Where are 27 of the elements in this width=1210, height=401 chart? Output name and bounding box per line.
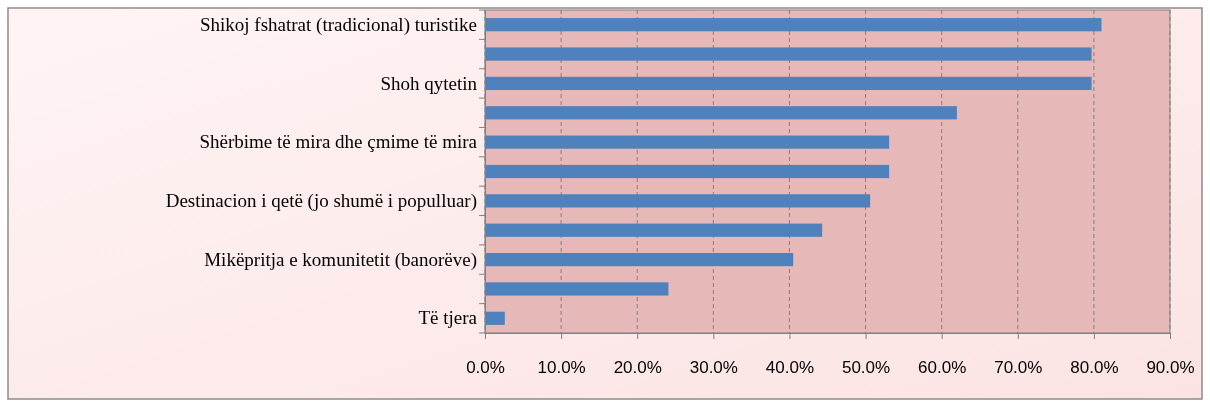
x-tick-label: 10.0% xyxy=(537,358,586,378)
bar xyxy=(485,164,890,179)
x-tick-label: 40.0% xyxy=(765,358,815,378)
bar xyxy=(485,76,1092,91)
x-tick-label: 0.0% xyxy=(466,358,505,378)
bar xyxy=(485,18,1102,32)
bar xyxy=(485,252,794,267)
y-tick-label: Shikoj fshatrat (tradicional) turistike xyxy=(199,13,477,36)
bar xyxy=(485,47,1092,61)
bar xyxy=(485,194,871,208)
x-tick-label: 60.0% xyxy=(918,358,967,378)
y-tick-label: Destinacion i qetë (jo shumë i populluar) xyxy=(165,189,477,212)
x-tick-label: 50.0% xyxy=(841,358,891,378)
x-tick-label: 90.0% xyxy=(1146,358,1195,378)
y-tick-label: Mikëpritja e komunitetit (banorëve) xyxy=(204,248,477,271)
x-tick-label: 70.0% xyxy=(994,358,1043,378)
x-tick-label: 80.0% xyxy=(1070,358,1119,378)
x-tick-label: 20.0% xyxy=(613,358,662,378)
y-tick-label: Shërbime të mira dhe çmime të mira xyxy=(199,131,478,153)
bar xyxy=(485,135,890,149)
y-tick-label: Shoh qytetin xyxy=(380,72,478,94)
bar xyxy=(485,106,957,120)
y-tick-label: Të tjera xyxy=(418,307,478,329)
x-tick-label: 30.0% xyxy=(689,358,738,378)
bar xyxy=(485,223,823,237)
bar xyxy=(485,311,505,325)
bar xyxy=(485,282,669,296)
